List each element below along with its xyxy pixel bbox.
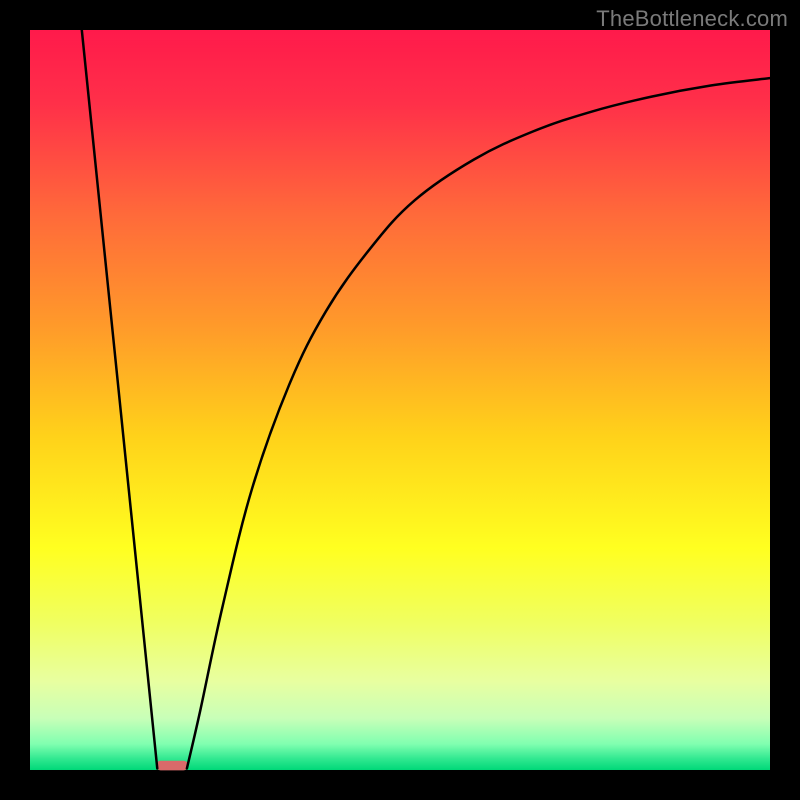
chart-container: TheBottleneck.com (0, 0, 800, 800)
bottleneck-marker (156, 761, 189, 771)
watermark-text: TheBottleneck.com (596, 6, 788, 32)
bottleneck-chart (0, 0, 800, 800)
plot-background (30, 30, 770, 770)
